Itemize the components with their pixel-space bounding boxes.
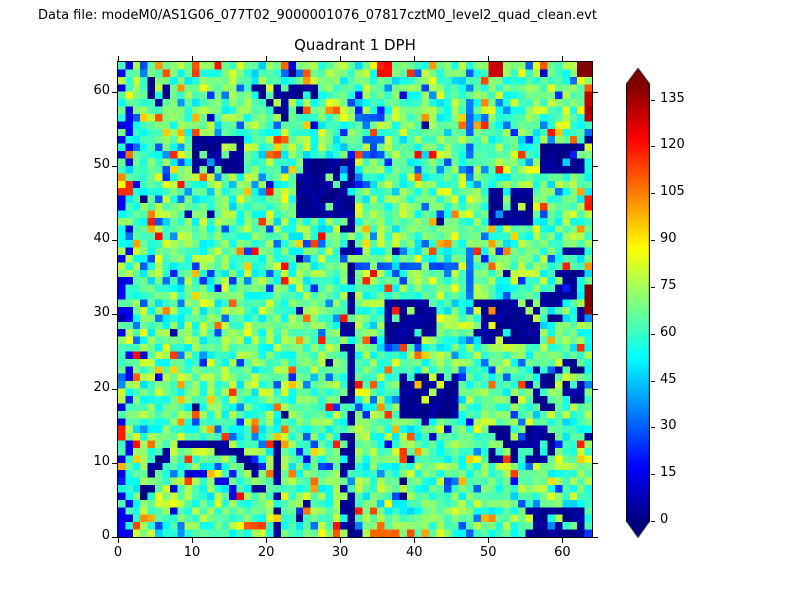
x-tick-mark bbox=[192, 56, 194, 61]
colorbar bbox=[626, 68, 650, 538]
x-tick-mark bbox=[192, 538, 194, 543]
x-tick-mark bbox=[340, 56, 342, 61]
y-axis-tick-label: 50 bbox=[93, 156, 110, 172]
y-tick-mark bbox=[112, 240, 117, 242]
colorbar-tick-label: 105 bbox=[660, 184, 685, 200]
y-tick-mark bbox=[593, 165, 598, 167]
colorbar-tick-label: 15 bbox=[660, 465, 677, 481]
colorbar-tick-label: 75 bbox=[660, 277, 677, 293]
y-tick-mark bbox=[112, 314, 117, 316]
y-tick-mark bbox=[593, 388, 598, 390]
y-axis-tick-label: 20 bbox=[93, 379, 110, 395]
x-tick-mark bbox=[414, 56, 416, 61]
x-tick-mark bbox=[118, 538, 119, 543]
y-tick-mark bbox=[112, 537, 117, 538]
y-tick-mark bbox=[593, 240, 598, 242]
plot-frame bbox=[117, 61, 593, 538]
x-tick-mark bbox=[118, 56, 119, 61]
y-tick-mark bbox=[112, 462, 117, 464]
colorbar-tick-label: 135 bbox=[660, 90, 685, 106]
colorbar-tick-mark bbox=[651, 99, 655, 101]
y-axis-tick-label: 60 bbox=[93, 82, 110, 98]
y-axis-tick-label: 30 bbox=[93, 305, 110, 321]
colorbar-tick-mark bbox=[651, 333, 655, 335]
colorbar-tick-mark bbox=[651, 474, 655, 476]
colorbar-tick-label: 90 bbox=[660, 231, 677, 247]
y-tick-mark bbox=[112, 165, 117, 167]
y-tick-mark bbox=[593, 462, 598, 464]
data-file-header: Data file: modeM0/AS1G06_077T02_90000010… bbox=[38, 8, 597, 23]
colorbar-tick-mark bbox=[651, 427, 655, 429]
x-axis-tick-label: 50 bbox=[480, 545, 497, 560]
y-tick-mark bbox=[593, 91, 598, 93]
x-tick-mark bbox=[562, 56, 564, 61]
plot-title: Quadrant 1 DPH bbox=[294, 36, 416, 54]
x-tick-mark bbox=[340, 538, 342, 543]
y-axis-tick-label: 40 bbox=[93, 231, 110, 247]
colorbar-tick-mark bbox=[651, 286, 655, 288]
colorbar-tick-label: 120 bbox=[660, 137, 685, 153]
colorbar-tick-label: 60 bbox=[660, 324, 677, 340]
x-axis-tick-label: 60 bbox=[554, 545, 571, 560]
colorbar-tick-mark bbox=[651, 380, 655, 382]
colorbar-tick-label: 0 bbox=[660, 512, 669, 527]
x-axis-tick-label: 30 bbox=[331, 545, 349, 560]
x-axis-tick-label: 40 bbox=[405, 545, 423, 560]
y-tick-mark bbox=[112, 91, 117, 93]
y-axis-tick-label: 10 bbox=[93, 453, 110, 469]
x-axis-tick-label: 10 bbox=[183, 545, 201, 560]
colorbar-tick-label: 30 bbox=[660, 418, 677, 434]
x-tick-mark bbox=[488, 538, 490, 543]
y-axis-tick-label: 0 bbox=[101, 528, 110, 543]
x-tick-mark bbox=[266, 538, 268, 543]
heatmap-canvas bbox=[118, 62, 592, 537]
colorbar-tick-mark bbox=[651, 193, 655, 195]
colorbar-tick-label: 45 bbox=[660, 371, 677, 387]
colorbar-tick-mark bbox=[651, 240, 655, 242]
x-tick-mark bbox=[562, 538, 564, 543]
x-tick-mark bbox=[414, 538, 416, 543]
x-tick-mark bbox=[266, 56, 268, 61]
y-tick-mark bbox=[112, 388, 117, 390]
y-tick-mark bbox=[593, 314, 598, 316]
x-axis-tick-label: 0 bbox=[113, 545, 123, 560]
y-tick-mark bbox=[593, 537, 598, 538]
x-tick-mark bbox=[488, 56, 490, 61]
colorbar-tick-mark bbox=[651, 521, 655, 522]
x-axis-tick-label: 20 bbox=[257, 545, 275, 560]
colorbar-tick-mark bbox=[651, 146, 655, 148]
